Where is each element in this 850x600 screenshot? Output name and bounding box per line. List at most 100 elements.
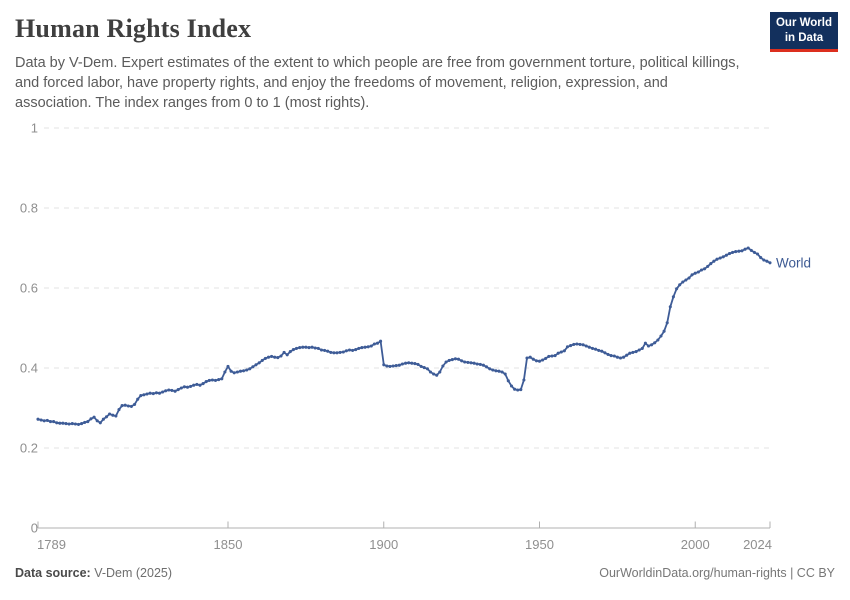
world-point (469, 361, 473, 365)
world-point (229, 369, 233, 373)
world-point (562, 349, 566, 353)
world-point (357, 346, 361, 350)
world-point (279, 354, 283, 358)
world-point (606, 352, 610, 356)
world-point (154, 391, 158, 395)
page-title: Human Rights Index (15, 14, 252, 43)
world-point (341, 350, 345, 354)
world-point (98, 421, 102, 425)
world-point (39, 418, 43, 422)
world-point (734, 250, 738, 254)
world-point (646, 344, 651, 348)
world-point (70, 422, 74, 426)
world-point (612, 354, 616, 358)
x-axis-label-1850: 1850 (214, 537, 243, 552)
world-point (86, 420, 90, 424)
world-point (266, 355, 271, 359)
world-point (575, 342, 579, 346)
world-point (678, 283, 682, 287)
world-point (668, 305, 672, 309)
world-point (600, 349, 604, 353)
world-point (257, 361, 261, 365)
world-point (609, 354, 613, 358)
owid-logo[interactable]: Our World in Data (770, 12, 838, 52)
world-point (640, 346, 644, 350)
world-point (223, 370, 227, 374)
world-point (213, 378, 218, 382)
world-point (232, 371, 236, 375)
world-point (285, 353, 289, 357)
data-source: Data source: V-Dem (2025) (15, 566, 172, 580)
license-link[interactable]: OurWorldinData.org/human-rights | CC BY (599, 566, 835, 580)
world-point (569, 344, 573, 348)
world-point (659, 334, 663, 338)
world-point (637, 348, 641, 352)
world-series-line (37, 247, 771, 426)
world-point (509, 384, 514, 388)
world-point (161, 390, 165, 394)
world-point (55, 421, 59, 425)
world-point (400, 362, 404, 366)
world-point (101, 417, 105, 421)
world-point (531, 357, 535, 361)
world-point (706, 264, 710, 268)
world-point (282, 350, 286, 354)
world-point (594, 347, 598, 351)
world-point (204, 380, 208, 384)
world-point (752, 250, 756, 254)
world-point (690, 273, 694, 277)
world-point (416, 362, 420, 366)
world-point (360, 346, 364, 350)
world-point (126, 404, 130, 408)
world-point (273, 355, 277, 359)
world-point (307, 346, 311, 350)
world-point (727, 252, 732, 256)
world-point (220, 377, 224, 381)
world-point (335, 351, 339, 355)
world-point (201, 382, 205, 386)
world-point (369, 344, 373, 348)
x-axis-label-2000: 2000 (681, 537, 710, 552)
world-point (422, 366, 426, 370)
world-point (329, 350, 333, 354)
world-point (438, 370, 442, 374)
world-point (404, 361, 408, 365)
world-point (488, 367, 492, 371)
world-point (245, 368, 249, 372)
world-point (164, 389, 168, 393)
world-point (260, 358, 264, 362)
world-point (634, 350, 638, 354)
world-point (254, 363, 258, 367)
world-point (288, 350, 292, 354)
world-point (709, 262, 713, 266)
world-point (584, 344, 588, 348)
world-point (653, 341, 657, 345)
world-point (139, 394, 143, 398)
world-point (89, 417, 93, 421)
world-point (544, 356, 548, 360)
x-axis-label-1789: 1789 (37, 537, 66, 552)
world-point (157, 391, 162, 395)
world-point (428, 370, 433, 374)
world-point (189, 384, 193, 388)
world-point (724, 253, 728, 257)
world-point (765, 259, 769, 263)
world-point (351, 348, 355, 352)
world-point (379, 339, 383, 343)
world-point (61, 421, 65, 425)
owid-logo-line1: Our World (775, 17, 832, 30)
world-point (182, 385, 186, 389)
world-point (45, 418, 49, 422)
world-point (516, 388, 520, 392)
world-point (506, 379, 510, 383)
world-point (270, 354, 274, 358)
world-point (762, 258, 766, 262)
world-point (696, 270, 700, 274)
world-point (703, 267, 707, 271)
y-axis-label-0.2: 0.2 (20, 441, 38, 456)
world-point (64, 422, 68, 426)
world-point (541, 358, 545, 362)
world-point (615, 355, 619, 359)
world-point (410, 361, 414, 365)
